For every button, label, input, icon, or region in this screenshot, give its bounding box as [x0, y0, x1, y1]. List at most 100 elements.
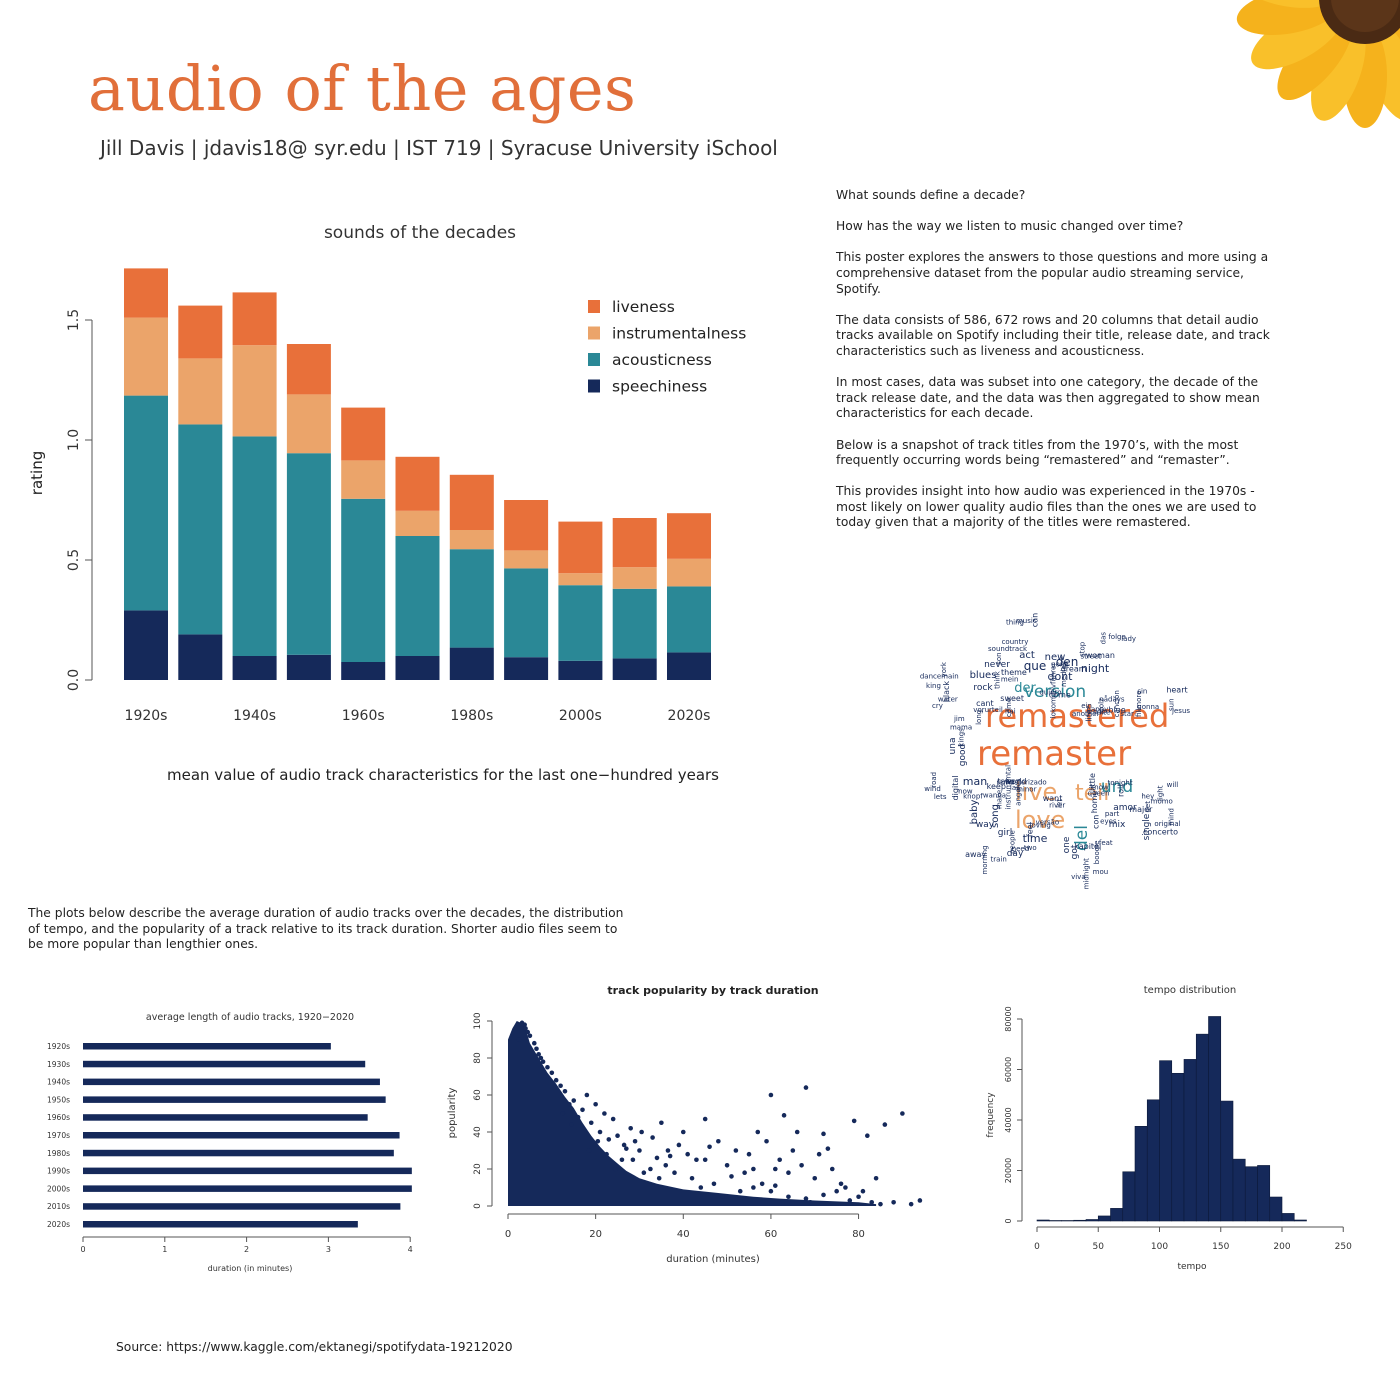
- scatter-point: [641, 1170, 647, 1175]
- word: life: [1084, 709, 1093, 721]
- bar-instrumentalness: [124, 317, 168, 396]
- word: midnight: [1083, 858, 1091, 889]
- y-tick-label: 20: [473, 1163, 483, 1175]
- scatter-point: [781, 1113, 787, 1118]
- histogram-bar: [1073, 1219, 1087, 1222]
- word: como: [1005, 698, 1013, 717]
- bar-liveness: [178, 305, 223, 359]
- scatter-point: [656, 1175, 662, 1181]
- word: new: [1045, 652, 1066, 663]
- word: river: [1049, 802, 1065, 810]
- word: mama: [950, 723, 972, 731]
- word: remasterizado: [996, 778, 1046, 786]
- scatter-point: [917, 1198, 923, 1203]
- y-tick-label: 40000: [1004, 1107, 1013, 1132]
- scatter-point: [558, 1083, 563, 1089]
- x-tick-label: 40: [677, 1229, 690, 1240]
- scatter-point: [595, 1138, 601, 1144]
- scatter-point: [829, 1166, 835, 1172]
- y-tick-label: 1960s: [47, 1113, 70, 1122]
- y-tick-label: 2020s: [47, 1220, 70, 1229]
- duration-bar: [83, 1132, 400, 1139]
- scatter-point: [799, 1163, 804, 1168]
- word: que: [1024, 659, 1047, 673]
- scatter-point: [604, 1151, 609, 1157]
- scatter-point: [834, 1188, 839, 1194]
- word: der: [1014, 681, 1036, 696]
- bar-instrumentalness: [178, 358, 223, 425]
- bar-instrumentalness: [504, 550, 549, 569]
- scatter-point: [672, 1170, 677, 1175]
- scatter-point: [665, 1148, 671, 1153]
- y-tick-label: 2010s: [47, 1202, 70, 1211]
- bar-instrumentalness: [395, 510, 440, 536]
- word: las: [1010, 784, 1020, 792]
- x-tick-label: 250: [1335, 1242, 1352, 1252]
- word: come: [1049, 690, 1071, 699]
- scatter-point: [768, 1092, 774, 1098]
- scatter-point: [630, 1157, 636, 1163]
- scatter-dense-band: [508, 1021, 877, 1206]
- bar-acousticness: [612, 588, 657, 659]
- scatter-point: [694, 1157, 699, 1163]
- word: happy: [1087, 705, 1109, 713]
- scatter-point: [562, 1089, 568, 1094]
- scatter-point: [610, 1116, 616, 1122]
- word: long: [975, 710, 983, 725]
- histogram-bar: [1159, 1060, 1173, 1222]
- word: knopf: [963, 793, 983, 801]
- word: morning: [981, 845, 989, 874]
- word: angeles: [1014, 778, 1022, 806]
- word: now: [958, 788, 973, 796]
- x-axis-label: mean value of audio track characteristic…: [167, 766, 719, 784]
- scatter-point: [698, 1185, 704, 1190]
- scatter-point: [654, 1155, 660, 1161]
- scatter-point: [663, 1163, 669, 1168]
- y-tick-label: 1950s: [47, 1095, 70, 1104]
- word: son: [995, 652, 1003, 664]
- word: original: [1154, 820, 1180, 828]
- x-tick-label: 0: [1034, 1242, 1040, 1252]
- word: del: [1072, 825, 1092, 851]
- x-tick-label: 4: [408, 1245, 413, 1254]
- word: baby: [969, 800, 980, 825]
- bar-speechiness: [341, 662, 386, 680]
- word: versão: [1036, 819, 1060, 827]
- bar-instrumentalness: [232, 345, 277, 437]
- histogram-bar: [1171, 1072, 1185, 1222]
- scatter-point: [516, 1037, 522, 1042]
- y-tick-label: 1940s: [47, 1078, 70, 1087]
- word: minor: [1016, 786, 1036, 794]
- word: major: [1129, 805, 1153, 814]
- histogram-bar: [1208, 1016, 1222, 1222]
- bar-instrumentalness: [612, 567, 657, 589]
- word: know: [1090, 783, 1109, 791]
- scatter-point: [637, 1148, 642, 1153]
- x-tick-label: 1: [162, 1245, 167, 1254]
- word: feat: [1099, 839, 1113, 847]
- sunflower-icon: [1236, 0, 1400, 128]
- y-tick-label: 1920s: [47, 1042, 70, 1051]
- word: stolz: [1097, 698, 1105, 715]
- duration-bar: [83, 1043, 331, 1050]
- scatter-point: [711, 1181, 717, 1187]
- word: jesus: [1171, 707, 1190, 715]
- chart-title: tempo distribution: [1144, 985, 1236, 996]
- bar-speechiness: [286, 654, 331, 680]
- word: dont: [1048, 670, 1074, 683]
- scatter-point: [549, 1070, 555, 1076]
- word: heart: [1166, 686, 1187, 695]
- histogram-bar: [1195, 1033, 1209, 1222]
- bar-speechiness: [612, 658, 657, 680]
- word: tonight: [1108, 779, 1133, 787]
- x-axis-label: duration (in minutes): [208, 1264, 293, 1273]
- word: woman: [1086, 651, 1115, 660]
- word: das: [1100, 632, 1108, 645]
- duration-bar: [83, 1167, 412, 1175]
- word: think: [994, 670, 1002, 689]
- word: king: [926, 682, 941, 690]
- scatter-point: [847, 1198, 853, 1203]
- word: day: [1007, 849, 1024, 859]
- scatter-point: [613, 1166, 618, 1172]
- scatter-point: [567, 1101, 572, 1107]
